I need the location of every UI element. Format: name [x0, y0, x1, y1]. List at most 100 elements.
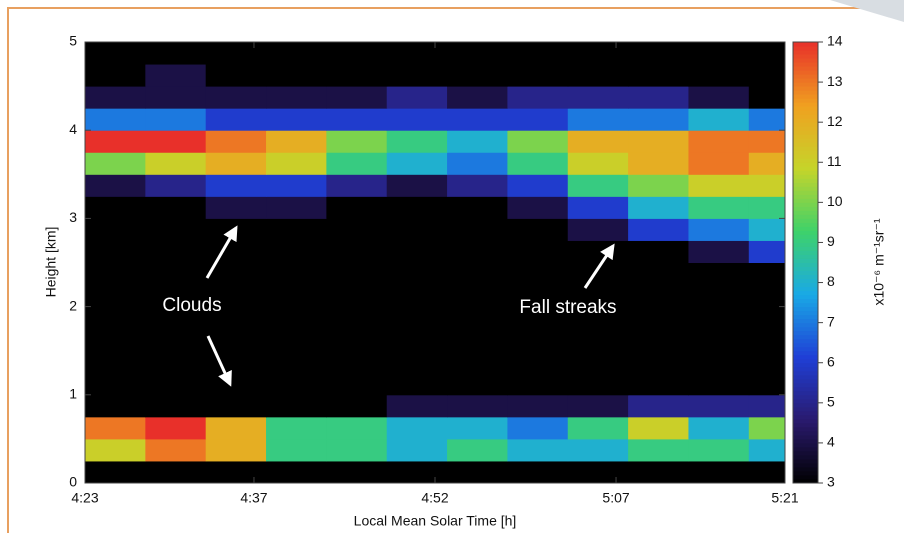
heat-cell	[447, 284, 508, 308]
heat-cell	[326, 328, 388, 352]
heat-cell	[748, 240, 785, 263]
heat-cell	[326, 218, 388, 241]
heat-cell	[266, 86, 327, 109]
heat-cell	[507, 218, 569, 241]
colorbar-swatch	[793, 134, 818, 139]
heat-cell	[507, 130, 569, 153]
heat-cell	[447, 372, 508, 396]
heat-cell	[85, 108, 146, 131]
colorbar-swatch	[793, 234, 818, 239]
heat-cell	[748, 372, 785, 396]
colorbar-swatch	[793, 426, 818, 432]
colorbar-swatch	[793, 442, 818, 448]
colorbar-tick-label: 13	[827, 73, 843, 89]
colorbar-swatch	[793, 42, 818, 47]
heat-cell	[628, 130, 689, 153]
heat-cell	[567, 460, 629, 483]
heat-cell	[266, 108, 327, 131]
annotation: Clouds	[162, 295, 221, 316]
heat-cell	[628, 394, 689, 418]
heat-cell	[447, 394, 508, 418]
heat-cell	[205, 152, 267, 175]
x-axis-label: Local Mean Solar Time [h]	[354, 513, 517, 529]
colorbar-swatch	[793, 298, 818, 304]
x-tick-label: 4:52	[421, 490, 448, 506]
heat-cell	[688, 262, 750, 286]
colorbar-swatch	[793, 138, 818, 143]
heat-cell	[326, 196, 388, 219]
colorbar-swatch	[793, 422, 818, 428]
heat-cell	[145, 306, 207, 330]
colorbar-tick-label: 14	[827, 33, 843, 49]
heat-cell	[507, 86, 569, 109]
heat-cell	[386, 196, 448, 219]
heat-cell	[266, 416, 327, 440]
colorbar-swatch	[793, 394, 818, 400]
colorbar-swatch	[793, 378, 818, 384]
colorbar-swatch	[793, 402, 818, 408]
colorbar-swatch	[793, 214, 818, 219]
colorbar-swatch	[793, 190, 818, 195]
heat-cell	[507, 64, 569, 87]
heat-cell	[507, 196, 569, 219]
heat-cell	[688, 218, 750, 241]
heat-cell	[688, 240, 750, 263]
heat-cell	[628, 86, 689, 109]
heat-cell	[386, 64, 448, 87]
colorbar-tick-label: 9	[827, 233, 835, 249]
colorbar-swatch	[793, 182, 818, 187]
heat-cell	[748, 262, 785, 286]
colorbar-swatch	[793, 370, 818, 376]
heat-cell	[748, 438, 785, 462]
heat-cell	[628, 64, 689, 87]
heat-cell	[205, 306, 267, 330]
heat-cell	[688, 372, 750, 396]
heat-cell	[145, 394, 207, 418]
x-tick-label: 4:37	[240, 490, 267, 506]
heat-cell	[567, 306, 629, 330]
colorbar-swatch	[793, 270, 818, 276]
colorbar-swatch	[793, 202, 818, 207]
heat-cell	[688, 196, 750, 219]
heat-cell	[386, 218, 448, 241]
heat-cell	[85, 306, 146, 330]
heat-cell	[748, 108, 785, 131]
colorbar-swatch	[793, 122, 818, 127]
arrow	[206, 335, 232, 387]
colorbar-swatch	[793, 278, 818, 284]
colorbar-swatch	[793, 58, 818, 63]
colorbar-swatch	[793, 86, 818, 91]
heat-cell	[567, 394, 629, 418]
heat-cell	[628, 152, 689, 175]
heat-cell	[386, 460, 448, 483]
colorbar-swatch	[793, 266, 818, 272]
heat-cell	[447, 262, 508, 286]
x-tick-label: 5:07	[602, 490, 629, 506]
y-tick-label: 1	[69, 386, 77, 402]
heat-cell	[85, 328, 146, 352]
arrow	[205, 225, 238, 279]
heat-cell	[507, 306, 569, 330]
heat-cell	[205, 438, 267, 462]
colorbar-swatch	[793, 126, 818, 131]
heat-cell	[326, 394, 388, 418]
heat-cell	[628, 438, 689, 462]
heat-cell	[205, 42, 267, 65]
heat-cell	[748, 284, 785, 308]
heat-cell	[688, 416, 750, 440]
colorbar-swatch	[793, 398, 818, 404]
colorbar-swatch	[793, 430, 818, 436]
heat-cell	[628, 350, 689, 374]
heat-cell	[85, 438, 146, 462]
y-tick-label: 5	[69, 33, 77, 49]
y-tick-label: 0	[69, 474, 77, 490]
heat-cell	[85, 130, 146, 153]
colorbar-swatch	[793, 254, 818, 259]
heat-cell	[447, 86, 508, 109]
heat-cell	[326, 306, 388, 330]
heat-cell	[266, 218, 327, 241]
colorbar-swatch	[793, 66, 818, 71]
colorbar-swatch	[793, 78, 818, 83]
heat-cell	[447, 460, 508, 483]
colorbar-swatch	[793, 306, 818, 312]
